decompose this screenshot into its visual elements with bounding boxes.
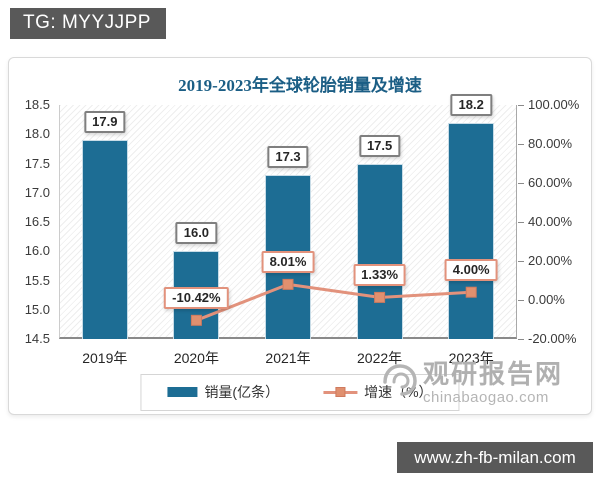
x-axis-label: 2022年 [357,350,403,366]
sales-bar [356,163,403,339]
bar-value-label: 17.3 [267,146,309,169]
growth-marker-icon [282,278,294,290]
y2-axis-label: 0.00% [528,292,565,307]
watermark-text: 观研报告网 chinabaogao.com [423,354,563,406]
growth-line [190,278,477,326]
watermark-domain: chinabaogao.com [422,389,549,406]
watermark-name: 观研报告网 [422,359,563,389]
growth-marker-icon [374,291,386,303]
y2-axis-label: 40.00% [528,214,573,229]
x-axis-label: 2023年 [448,350,494,366]
y-axis-label: 18.5 [24,97,50,112]
legend: 销量(亿条） 增速（%） [140,374,460,411]
growth-value-label: -10.42% [164,287,229,310]
y-axis-label: 17.0 [24,184,50,200]
y2-axis-tick [518,105,524,106]
growth-line-path [195,282,472,322]
chart-panel: 2019-2023年全球轮胎销量及增速 销量(亿条） 增速（%） 观研报告网 c… [8,57,592,415]
y2-axis-tick [518,261,524,262]
y2-axis-tick [518,144,524,145]
x-axis-label: 2020年 [173,350,219,366]
y2-axis-tick [518,222,524,223]
growth-marker-icon [190,314,202,326]
bar-swatch-icon [167,387,198,397]
growth-value-label: 4.00% [444,259,498,282]
growth-marker-icon [465,286,477,298]
y2-axis-tick [518,339,524,340]
y-axis-label: 15.5 [24,272,50,288]
chart-title: 2019-2023年全球轮胎销量及增速 [178,76,422,95]
x-axis-label: 2019年 [82,350,128,366]
y2-axis-label: 100.00% [528,97,580,112]
y-axis-label: 15.0 [24,301,50,317]
y2-axis-label: -20.00% [528,331,577,346]
y2-axis-label: 20.00% [528,253,573,268]
watermark-logo-icon [383,364,417,396]
sales-bar [448,122,495,339]
watermark: 观研报告网 chinabaogao.com [381,354,563,406]
y-axis-label: 14.5 [24,331,50,346]
bar-value-label: 17.9 [84,111,126,134]
sales-bar [81,140,128,339]
legend-item-sales: 销量(亿条） [167,382,279,402]
y-axis-label: 17.5 [24,155,50,171]
y-axis-label: 16.0 [24,243,50,259]
bar-value-label: 18.2 [450,93,492,116]
y2-axis-tick [518,300,524,301]
legend-label-growth: 增速（%） [364,384,433,400]
growth-value-label: 1.33% [353,264,407,287]
url-bar: www.zh-fb-milan.com [397,442,593,473]
y2-axis-label: 80.00% [528,136,573,151]
y-axis-label: 16.5 [24,214,50,229]
x-axis-label: 2021年 [265,350,311,366]
legend-label-sales: 销量(亿条） [204,384,280,400]
y-axis-label: 18.0 [24,126,50,142]
growth-value-label: 8.01% [261,251,315,274]
y2-axis-label: 60.00% [528,175,573,190]
line-swatch-icon [323,387,358,397]
bar-value-label: 17.5 [358,134,401,157]
bar-value-label: 16.0 [175,222,218,245]
legend-item-growth: 增速（%） [323,382,433,402]
telegram-badge: TG: MYYJJPP [10,8,166,39]
y2-axis-tick [518,183,524,184]
